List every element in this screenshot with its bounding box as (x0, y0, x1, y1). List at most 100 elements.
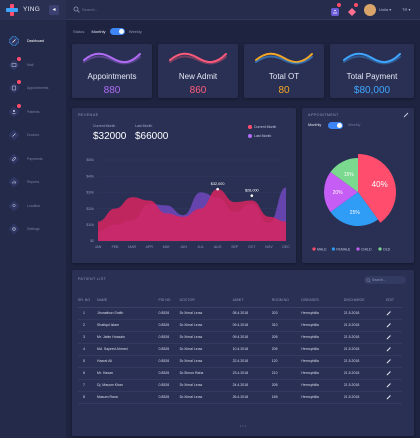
wave-icon (83, 52, 141, 65)
mail-icon (9, 60, 19, 70)
table-row[interactable]: 2 Shafiqul Islam 0.8526 Dr.Ximal Leuw 09.4.2… (78, 319, 402, 332)
x-tick-label: MAY (163, 245, 171, 249)
legend-dot (378, 247, 382, 251)
column-header: SR. NO (78, 294, 98, 308)
sidebar-item-mail[interactable]: Mail (0, 56, 66, 76)
pie-slice-label: 40% (372, 180, 388, 189)
edit-button[interactable] (386, 319, 402, 332)
table-cell: 210 (271, 367, 302, 380)
sidebar-item-reports[interactable]: Reports (0, 173, 66, 193)
current-month-label: Current Month (93, 124, 116, 128)
patient-table: SR. NO NAME PID NO DOCTOR ADMIT ROOM NO … (78, 294, 402, 404)
patient-search-input[interactable]: Search... (364, 276, 406, 284)
sidebar-item-label: Reports (27, 180, 40, 184)
pie-slice-old (330, 158, 358, 192)
sidebar-item-payments[interactable]: Payments (0, 150, 66, 170)
table-cell: 0.8526 (158, 367, 180, 380)
pie-slice-label: 20% (333, 190, 344, 196)
user-menu[interactable]: Unila ▾ (379, 7, 392, 12)
stat-card-total-ot[interactable]: Total OT 80 (244, 44, 324, 98)
legend-label: MALE (317, 247, 327, 251)
mail-badge (17, 57, 21, 61)
edit-button[interactable] (386, 355, 402, 368)
sidebar-item-label: Settings (27, 227, 40, 231)
stat-card-total-payment[interactable]: Total Payment $80,000 (330, 44, 414, 98)
table-cell: 21.5.2018 (343, 391, 387, 404)
table-cell: 4 (78, 343, 98, 356)
pie-slice-female (330, 192, 378, 226)
edit-button[interactable] (386, 343, 402, 356)
table-cell: 09.4.2018 (232, 319, 272, 332)
status-filter: Status Monthly Weekly (73, 28, 142, 38)
last-month-label: Last Month (135, 124, 153, 128)
table-cell: 0.8526 (158, 379, 180, 392)
table-row[interactable]: 4 Md. Sayeed Ahmed 0.8526 Dr.Ximal Leuw 10.4… (78, 343, 402, 356)
table-cell: 22.4.2018 (232, 355, 272, 368)
avatar[interactable] (364, 4, 376, 16)
table-row[interactable]: 6 Mr. Hasan 0.8526 Dr.Simon Raha 23.4.2018 21… (78, 367, 402, 380)
edit-button[interactable] (386, 331, 402, 344)
logo-icon (6, 4, 18, 16)
legend-label: FEMALE (336, 247, 351, 251)
area-series-current-month (98, 189, 286, 241)
sidebar-item-doctors[interactable]: Doctors (0, 126, 66, 146)
table-cell: 7 (78, 379, 98, 392)
annotation-label: $28,000 (245, 189, 259, 193)
x-tick-label: AUG (214, 245, 222, 249)
table-row[interactable]: 8 Masum Rana 0.8526 Dr.Ximal Leuw 26.4.2018 1… (78, 391, 402, 404)
legend-label: CHILD (361, 247, 372, 251)
sidebar-item-label: Location (27, 204, 41, 208)
pencil-icon (386, 334, 391, 339)
status-toggle[interactable] (109, 28, 125, 35)
y-tick-label: $20k (86, 207, 94, 211)
stat-card-new-admit[interactable]: New Admit 860 (158, 44, 238, 98)
sidebar-item-settings[interactable]: Settings (0, 220, 66, 240)
table-row[interactable]: 3 Mr. Jabin Hossain 0.8526 Dr.Ximal Leuw 09.… (78, 331, 402, 344)
brand-name: YING (23, 6, 41, 13)
table-row[interactable]: 5 Hazrat Ali 0.8526 Dr.Ximal Leuw 22.4.2018 1… (78, 355, 402, 368)
table-cell: Dr.Ximal Leuw (179, 343, 233, 356)
table-row[interactable]: 1 Jhonathon Smith 0.8526 Dr.Ximal Leuw 08.4.… (78, 307, 402, 320)
messages-button[interactable] (347, 3, 358, 16)
table-cell: 21.5.2018 (343, 343, 387, 356)
pencil-icon (386, 310, 391, 315)
edit-icon[interactable] (403, 112, 409, 118)
edit-button[interactable] (386, 391, 402, 404)
top-search[interactable]: Search... (73, 6, 133, 14)
edit-button[interactable] (386, 367, 402, 380)
sidebar-item-dashboard[interactable]: Dashboard (0, 32, 66, 52)
table-cell: Shafiqul Islam (97, 319, 159, 332)
sidebar-item-label: Payments (27, 157, 43, 161)
table-cell: 21.5.2018 (343, 331, 387, 344)
user-name: Unila (379, 7, 389, 12)
column-header: EDIT (386, 294, 402, 308)
edit-button[interactable] (386, 307, 402, 320)
collapse-sidebar-button[interactable]: ◂ (49, 5, 59, 15)
table-cell: 203 (271, 307, 302, 320)
sidebar-item-label: Mail (27, 63, 34, 67)
appointment-pie-chart: 40% 25% 20% 15% MALE FEMALE CHILD OLD (312, 154, 396, 251)
edit-button[interactable] (386, 379, 402, 392)
pagination[interactable]: • • • (239, 423, 247, 428)
sidebar-item-patients[interactable]: Patients (0, 103, 66, 123)
top-bar: YING ◂ Search... Unila ▾ TR ▾ (0, 0, 420, 20)
appointment-weekly[interactable]: Weekly (348, 123, 361, 127)
stat-value: $80,000 (353, 85, 391, 96)
appointment-monthly[interactable]: Monthly (308, 123, 322, 127)
x-tick-label: OCT (248, 245, 256, 249)
last-month-value: $66000 (135, 131, 169, 142)
notification-button[interactable] (330, 3, 341, 16)
table-cell: 26.4.2018 (232, 391, 272, 404)
appointment-toggle[interactable] (328, 122, 343, 129)
table-cell: Hemophilia (301, 307, 344, 320)
language-selector[interactable]: TR ▾ (402, 7, 411, 12)
status-weekly[interactable]: Weekly (128, 29, 142, 34)
stat-card-appointments[interactable]: Appointments 880 (72, 44, 152, 98)
status-monthly[interactable]: Monthly (91, 29, 106, 34)
sidebar-item-location[interactable]: Location (0, 197, 66, 217)
table-cell: Dr.Simon Raha (179, 367, 233, 380)
table-cell: Hazrat Ali (97, 355, 159, 368)
table-row[interactable]: 7 Dj. Masum Khan 0.8526 Dr.Ximal Leuw 24.4.2… (78, 379, 402, 392)
table-cell: Dr.Ximal Leuw (179, 319, 233, 332)
sidebar-item-appointments[interactable]: Appointments (0, 79, 66, 99)
